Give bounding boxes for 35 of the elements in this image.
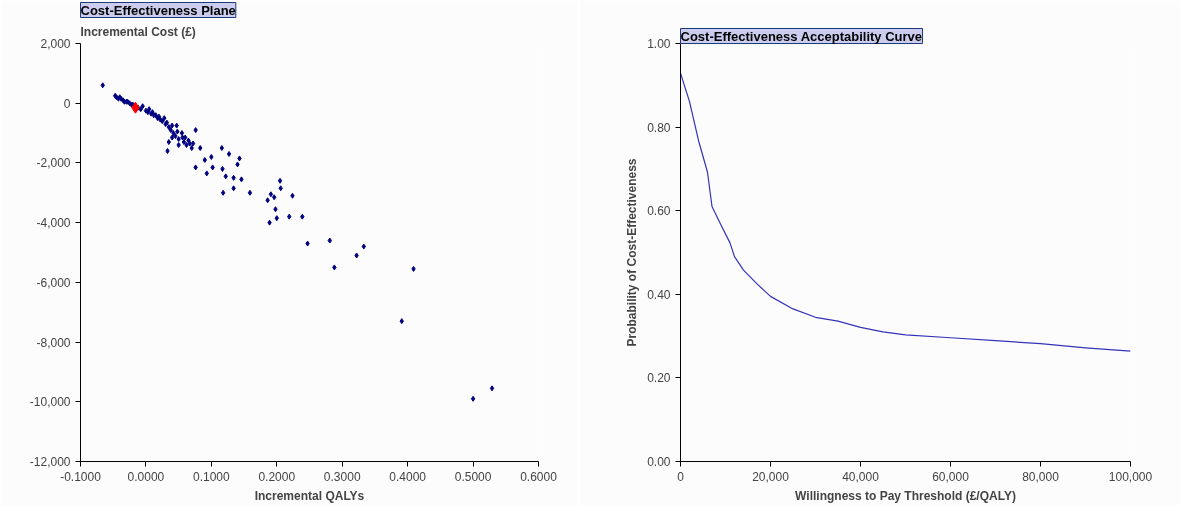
y-tick-label: -8,000 <box>36 335 71 350</box>
line-series <box>680 72 1131 352</box>
y-axis-title: Probability of Cost-Effectiveness <box>625 158 640 347</box>
x-tick-label: 20,000 <box>752 469 790 484</box>
chart-title: Cost-Effectiveness Acceptability Curve <box>680 28 923 44</box>
x-tick-label: 0 <box>677 469 685 484</box>
x-tick-label: 0.4000 <box>389 469 427 484</box>
x-tick-label: 100,000 <box>1108 469 1153 484</box>
x-tick-label: 80,000 <box>1022 469 1060 484</box>
x-tick-label: 0.1000 <box>193 469 231 484</box>
x-tick-label: 0.3000 <box>323 469 361 484</box>
y-tick-label: 0 <box>63 96 71 111</box>
y-tick-label: -12,000 <box>29 455 71 469</box>
x-tick-label: 0.2000 <box>258 469 296 484</box>
y-tick-label: -6,000 <box>36 275 71 290</box>
y-tick-label: 1.00 <box>647 37 671 51</box>
x-tick-label: -0.1000 <box>60 469 102 484</box>
y-tick-label: 0.40 <box>647 287 671 302</box>
y-tick-label: 2,000 <box>40 37 71 51</box>
x-tick-label: 0.6000 <box>520 469 558 484</box>
y-tick-label: 0.00 <box>647 455 671 469</box>
y-tick-label: -4,000 <box>36 216 71 231</box>
x-tick-label: 0.5000 <box>454 469 492 484</box>
y-tick-label: 0.80 <box>647 120 671 135</box>
x-tick-label: 60,000 <box>932 469 970 484</box>
y-tick-label: 0.60 <box>647 204 671 219</box>
x-axis-title: Incremental QALYs <box>254 488 365 503</box>
y-tick-label: 0.20 <box>647 371 671 386</box>
chart-title: Cost-Effectiveness Plane <box>80 2 236 18</box>
y-axis-title: Incremental Cost (£) <box>80 24 196 39</box>
x-tick-label: 40,000 <box>842 469 880 484</box>
x-tick-label: 0.0000 <box>127 469 165 484</box>
x-axis-title: Willingness to Pay Threshold (£/QALY) <box>795 488 1016 503</box>
y-tick-label: -10,000 <box>29 395 71 410</box>
y-tick-label: -2,000 <box>36 156 71 171</box>
